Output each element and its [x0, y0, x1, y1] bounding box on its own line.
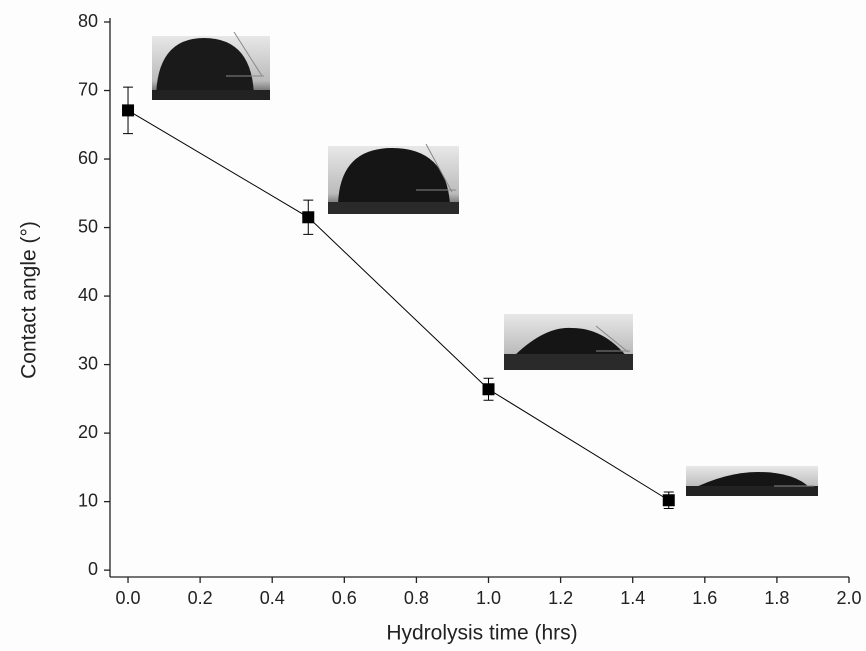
x-tick-label: 0.6	[332, 588, 357, 608]
x-tick-label: 0.2	[188, 588, 213, 608]
y-tick-label: 10	[78, 490, 98, 510]
x-tick-label: 0.4	[260, 588, 285, 608]
y-axis-label: Contact angle (°)	[18, 221, 41, 379]
y-tick-label: 60	[78, 148, 98, 168]
y-tick-label: 0	[88, 559, 98, 579]
y-tick-label: 70	[78, 79, 98, 99]
data-point	[482, 383, 495, 396]
data-point	[122, 104, 135, 117]
x-tick-label: 2.0	[836, 588, 861, 608]
x-tick-label: 0.8	[404, 588, 429, 608]
x-tick-label: 1.2	[548, 588, 573, 608]
data-point	[302, 211, 315, 224]
x-tick-label: 1.6	[692, 588, 717, 608]
x-tick-label: 1.0	[476, 588, 501, 608]
x-tick-label: 0.0	[116, 588, 141, 608]
data-line	[127, 109, 670, 501]
x-axis-label: Hydrolysis time (hrs)	[386, 622, 577, 645]
y-tick-label: 30	[78, 353, 98, 373]
droplet-images	[152, 31, 818, 496]
y-tick-label: 20	[78, 422, 98, 442]
y-tick-label: 80	[78, 11, 98, 31]
data-point	[662, 494, 675, 507]
x-tick-label: 1.8	[764, 588, 789, 608]
x-tick-label: 1.4	[620, 588, 645, 608]
y-tick-label: 40	[78, 285, 98, 305]
y-tick-label: 50	[78, 216, 98, 236]
